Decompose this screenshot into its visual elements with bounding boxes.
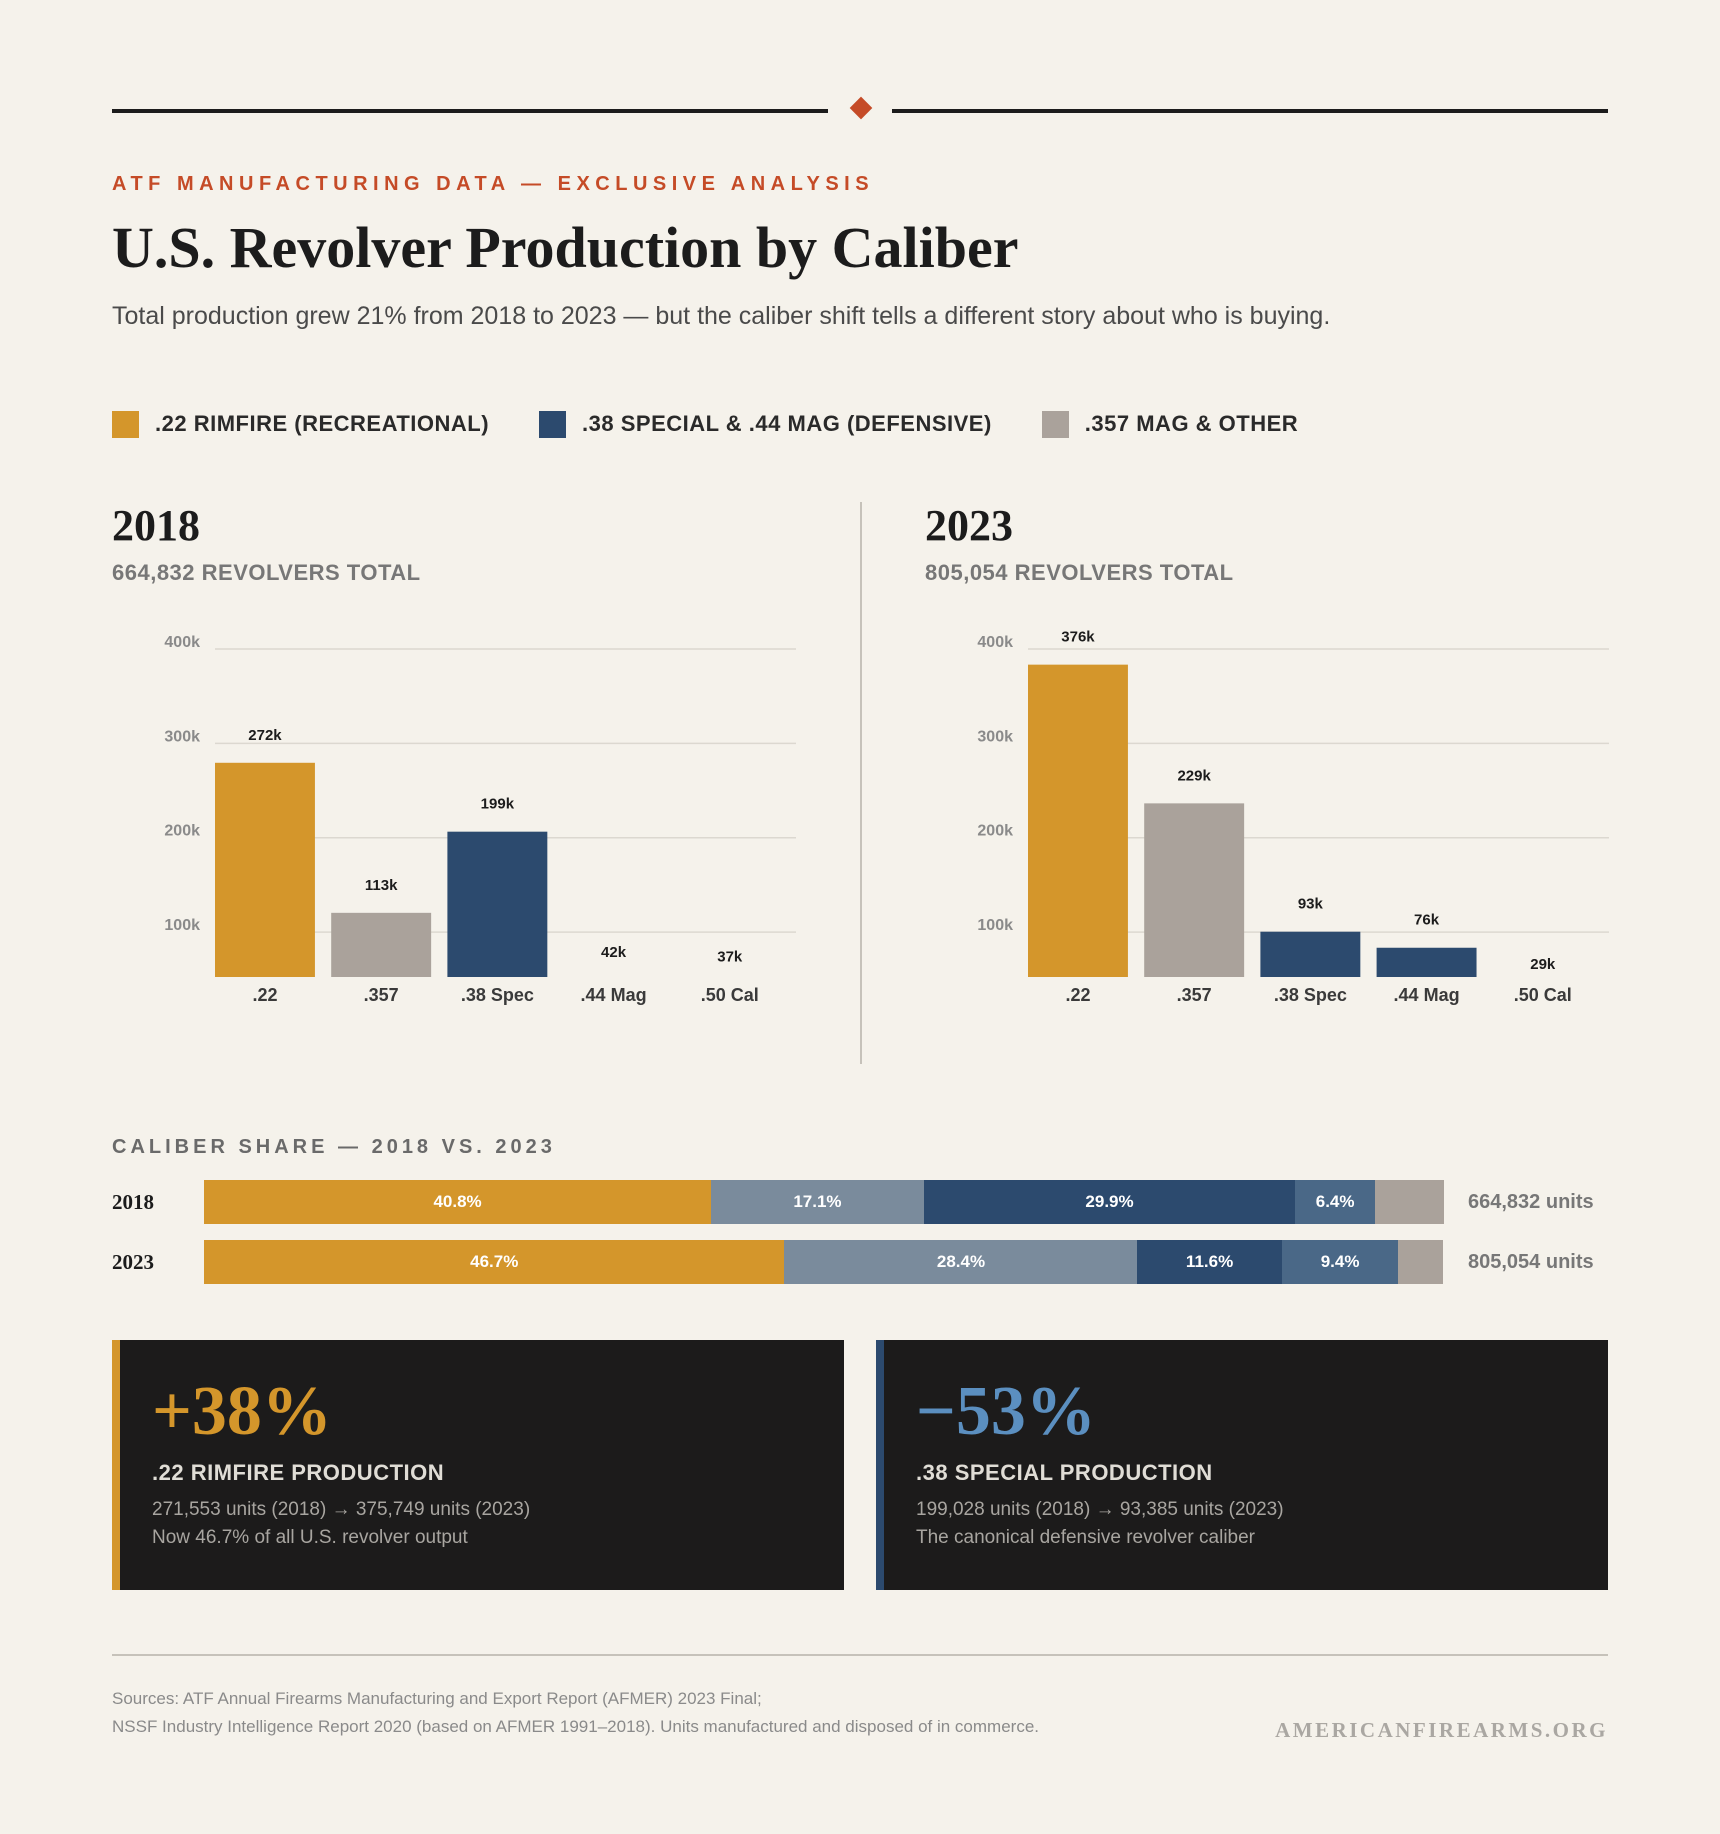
bar [1144,803,1245,977]
legend-item-other: .357 MAG & OTHER [1041,410,1299,438]
y-tick-label: 400k [164,634,200,651]
bar-value-label: 229k [1177,767,1211,784]
category-label: .50 Cal [1514,985,1572,1005]
page-title: U.S. Revolver Production by Caliber [112,215,1019,280]
share-segment: 17.1% [711,1180,924,1224]
share-segment: 9.4% [1281,1240,1399,1284]
bar-value-label: 29k [1530,956,1556,973]
bar [447,831,548,977]
card-accent [112,1340,120,1590]
stat-value: −53% [916,1373,1096,1450]
y-tick-label: 400k [977,634,1013,651]
bar-value-label: 37k [717,949,743,966]
legend-label: .38 SPECIAL & .44 MAG (DEFENSIVE) [582,411,992,436]
share-title: CALIBER SHARE — 2018 VS. 2023 [112,1136,556,1158]
stacked-bar: 40.8% 17.1% 29.9% 6.4% [204,1180,1447,1224]
rule-left [112,109,828,113]
bar [1028,664,1128,977]
share-units: 805,054 units [1468,1251,1594,1273]
stat-note: Now 46.7% of all U.S. revolver output [152,1527,468,1548]
stacked-bar: 46.7% 28.4% 11.6% 9.4% [204,1240,1447,1284]
category-label: .22 [1065,985,1090,1005]
y-tick-label: 300k [164,728,200,745]
share-year: 2018 [112,1190,154,1214]
source-line-1: Sources: ATF Annual Firearms Manufacturi… [112,1689,762,1708]
legend-swatch [539,410,567,438]
bar-value-label: 76k [1414,912,1440,929]
legend-swatch [112,410,139,438]
category-label: .357 [364,985,399,1005]
y-tick-label: 300k [977,728,1013,745]
stat-detail: 271,553 units (2018) → 375,749 units (20… [152,1499,531,1520]
bar-value-label: 42k [601,944,627,961]
category-label: .44 Mag [581,985,647,1005]
site-brand[interactable]: AMERICANFIREARMS.ORG [1275,1718,1608,1742]
bar [1260,931,1361,977]
share-segment: 28.4% [784,1240,1138,1284]
source-line-2: NSSF Industry Intelligence Report 2020 (… [112,1717,1040,1736]
share-segment: 40.8% [204,1180,712,1224]
legend-label: .357 MAG & OTHER [1084,411,1299,436]
share-segment: 6.4% [1295,1180,1375,1224]
share-row-2018: 2018 40.8% 17.1% 29.9% 6.4% 664,832 units [112,1180,1608,1224]
bar-value-label: 199k [481,796,515,813]
share-segment [1398,1240,1444,1284]
bar-chart-2023: 100k 200k 300k 400k 376k .22 229k .357 93k .38 Sp… [977,629,1609,1005]
panel-2018: 2018 664,832 REVOLVERS TOTAL 100k 200k 300… [112,500,812,1040]
footer-rule [112,1654,1608,1656]
rule-right [892,109,1608,113]
panel-year: 2018 [112,501,200,550]
bar-chart-2018: 100k 200k 300k 400k 272k .22 113k .357 199k .38 S… [164,634,796,1005]
stat-label: .22 RIMFIRE PRODUCTION [152,1460,445,1485]
bar-value-label: 113k [365,877,398,894]
stat-note: The canonical defensive revolver caliber [916,1527,1256,1548]
legend-item-rimfire: .22 RIMFIRE (RECREATIONAL) [112,410,490,438]
share-segment: 46.7% [204,1240,785,1284]
legend-swatch [1041,410,1069,438]
stat-card-38-special: −53% .38 SPECIAL PRODUCTION 199,028 unit… [876,1340,1608,1590]
bar-value-label: 376k [1061,629,1095,646]
share-segment: 11.6% [1137,1240,1282,1284]
panel-total: 664,832 REVOLVERS TOTAL [112,560,421,585]
category-label: .357 [1177,985,1212,1005]
legend: .22 RIMFIRE (RECREATIONAL) .38 SPECIAL &… [112,409,1348,439]
share-segment [1374,1180,1445,1224]
category-label: .38 Spec [461,985,534,1005]
share-row-2023: 2023 46.7% 28.4% 11.6% 9.4% 805,054 units [112,1240,1608,1284]
category-label: .38 Spec [1274,985,1347,1005]
stat-label: .38 SPECIAL PRODUCTION [916,1460,1213,1485]
panel-2023: 2023 805,054 REVOLVERS TOTAL 100k 200k 300… [925,500,1625,1040]
legend-label: .22 RIMFIRE (RECREATIONAL) [155,411,490,436]
y-tick-label: 100k [977,917,1013,934]
share-year: 2023 [112,1250,154,1274]
stat-detail: 199,028 units (2018) → 93,385 units (202… [916,1499,1284,1520]
category-label: .22 [252,985,277,1005]
stat-card-rimfire: +38% .22 RIMFIRE PRODUCTION 271,553 unit… [112,1340,844,1590]
panel-year: 2023 [925,501,1013,550]
subtitle: Total production grew 21% from 2018 to 2… [112,302,1331,330]
bar-value-label: 272k [248,727,282,744]
legend-item-defensive: .38 SPECIAL & .44 MAG (DEFENSIVE) [539,410,992,438]
share-segment: 29.9% [923,1180,1296,1224]
panel-total: 805,054 REVOLVERS TOTAL [925,560,1234,585]
category-label: .50 Cal [701,985,759,1005]
card-accent [876,1340,884,1590]
infographic: ATF MANUFACTURING DATA — EXCLUSIVE ANALY… [112,0,1609,1834]
bar [1376,947,1477,977]
diamond-icon [849,96,873,120]
y-tick-label: 200k [164,823,200,840]
share-units: 664,832 units [1468,1191,1594,1213]
bar [215,762,315,977]
bar [331,912,432,977]
kicker: ATF MANUFACTURING DATA — EXCLUSIVE ANALY… [112,173,875,195]
y-tick-label: 200k [977,823,1013,840]
stat-value: +38% [152,1373,332,1450]
bar-value-label: 93k [1298,896,1324,913]
top-rule [112,96,1608,120]
category-label: .44 Mag [1394,985,1460,1005]
panel-divider [860,502,862,1064]
y-tick-label: 100k [164,917,200,934]
